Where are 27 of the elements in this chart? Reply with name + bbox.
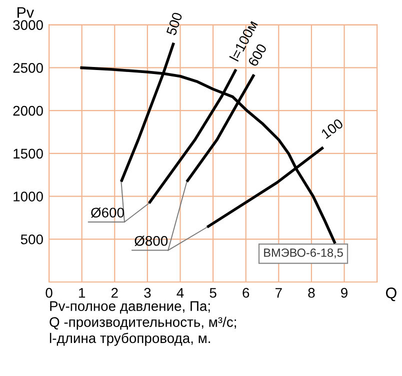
x-tick-label: 7 bbox=[276, 288, 282, 298]
y-tick-label: 1500 bbox=[14, 148, 43, 159]
line-series bbox=[185, 73, 256, 184]
text: l-длина трубопровода, м. bbox=[50, 332, 210, 346]
text: 100 bbox=[320, 118, 344, 140]
y-tick-label: 2000 bbox=[13, 106, 43, 116]
y-tick-label: 2500 bbox=[13, 63, 43, 73]
x-tick-label: 9 bbox=[341, 288, 348, 298]
x-tick-label: 5 bbox=[210, 288, 216, 298]
text: 500 bbox=[166, 12, 183, 36]
y-axis-title: Pv bbox=[17, 7, 34, 18]
x-tick-label: 2 bbox=[111, 288, 118, 298]
x-tick-label: 3 bbox=[144, 288, 151, 298]
x-tick-label: 6 bbox=[242, 288, 250, 298]
x-tick-label: 0 bbox=[46, 288, 52, 298]
text: Pv-полное давление, Па; bbox=[50, 301, 210, 314]
annotation: Ø600 bbox=[91, 207, 124, 218]
x-tick-label: 8 bbox=[308, 288, 315, 298]
x-tick-label: 1 bbox=[79, 288, 86, 298]
text: Q -производительность, м³/с; bbox=[50, 316, 236, 330]
series-label: ВМЭВО-6-18,5 bbox=[264, 248, 343, 258]
y-tick-label: 1000 bbox=[14, 192, 43, 202]
y-tick-label: 3000 bbox=[13, 20, 43, 30]
y-tick-label: 500 bbox=[20, 234, 43, 244]
x-tick-label: 4 bbox=[176, 288, 184, 298]
annotation: Ø800 bbox=[134, 236, 168, 246]
x-axis-title: Q bbox=[386, 288, 396, 302]
